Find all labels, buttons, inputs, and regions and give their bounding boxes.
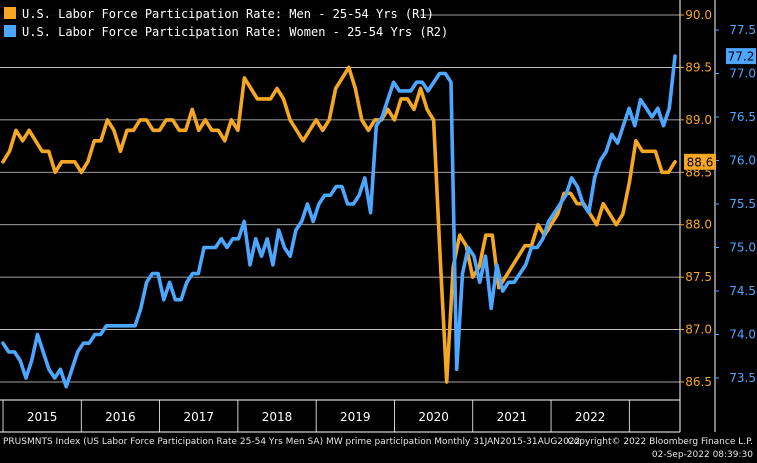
legend-item-men: U.S. Labor Force Participation Rate: Men… <box>4 7 434 21</box>
x-tick-label-2020: 2020 <box>418 410 449 424</box>
r2-tick-label-75.5: 75.5 <box>729 197 756 211</box>
r1-tick-label-87.5: 87.5 <box>685 270 712 284</box>
x-axis: 2015 2016 2017 2018 2019 2020 2021 2022 <box>27 410 606 424</box>
footer-copyright: Copyright© 2022 Bloomberg Finance L.P. <box>567 437 753 447</box>
x-tick-label-2015: 2015 <box>27 410 58 424</box>
r1-tick-label-90.0: 90.0 <box>685 8 712 22</box>
last-value-label-r1: 88.6 <box>687 155 714 169</box>
grid <box>0 0 716 433</box>
x-year-separators <box>2 400 630 432</box>
r2-tick-label-76.5: 76.5 <box>729 110 756 124</box>
x-tick-label-2022: 2022 <box>575 410 606 424</box>
r2-tick-label-77.0: 77.0 <box>729 67 756 81</box>
last-value-label-r2: 77.2 <box>728 50 755 64</box>
last-value-badge-r1: 88.6 <box>684 153 716 170</box>
legend: U.S. Labor Force Participation Rate: Men… <box>0 0 448 42</box>
r2-tick-label-76.0: 76.0 <box>729 154 756 168</box>
legend-label: U.S. Labor Force Participation Rate: Wom… <box>22 25 448 39</box>
r2-tick-label-77.5: 77.5 <box>729 23 756 37</box>
r1-tick-label-89.0: 89.0 <box>685 113 712 127</box>
r2-tick-label-75.0: 75.0 <box>729 241 756 255</box>
r1-tick-label-89.5: 89.5 <box>685 60 712 74</box>
legend-swatch <box>4 7 16 19</box>
r1-tick-label-88.0: 88.0 <box>685 218 712 232</box>
legend-background <box>0 0 420 42</box>
last-value-labels: 88.6 77.2 <box>684 48 756 170</box>
x-tick-label-2016: 2016 <box>105 410 136 424</box>
r2-tick-label-74.5: 74.5 <box>729 284 756 298</box>
plot-background <box>0 0 680 400</box>
r2-tick-label-73.5: 73.5 <box>729 371 756 385</box>
x-tick-label-2017: 2017 <box>183 410 214 424</box>
last-value-badge-bg <box>726 48 756 65</box>
x-tick-label-2021: 2021 <box>497 410 528 424</box>
footer-source: PRUSMNTS Index (US Labor Force Participa… <box>3 437 581 447</box>
axis-r1: 90.089.589.088.588.087.587.086.5 <box>680 8 712 389</box>
footer-timestamp: 02-Sep-2022 08:39:30 <box>651 450 753 460</box>
legend-item-women: U.S. Labor Force Participation Rate: Wom… <box>4 25 448 39</box>
series-line-women <box>1 54 677 389</box>
series-layer <box>1 54 677 389</box>
axis-r2: 77.5 77.0 76.5 76.0 75.5 75.0 74.5 74.0 73.5 <box>715 23 756 385</box>
legend-swatch <box>4 25 16 37</box>
r1-tick-label-86.5: 86.5 <box>685 375 712 389</box>
last-value-badge-r2: 77.2 <box>726 48 756 65</box>
last-value-badge-bg <box>684 153 716 170</box>
x-tick-label-2018: 2018 <box>262 410 293 424</box>
legend-label: U.S. Labor Force Participation Rate: Men… <box>22 7 434 21</box>
r2-tick-label-74.0: 74.0 <box>729 328 756 342</box>
x-tick-label-2019: 2019 <box>340 410 371 424</box>
r1-tick-label-87.0: 87.0 <box>685 323 712 337</box>
